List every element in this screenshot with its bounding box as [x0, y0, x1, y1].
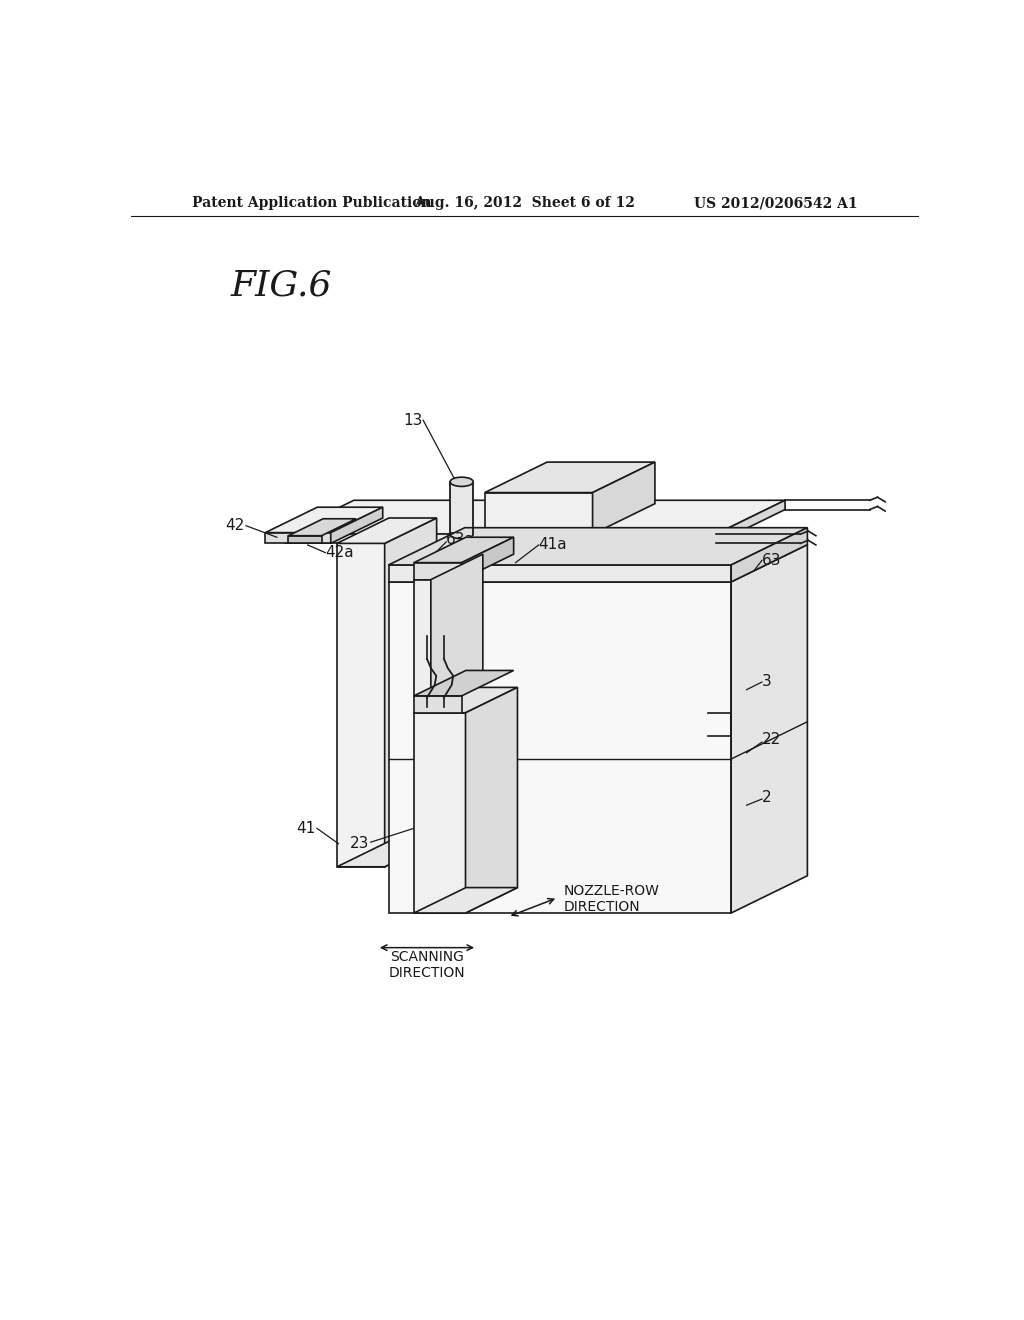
- Polygon shape: [337, 544, 385, 867]
- Polygon shape: [414, 696, 462, 713]
- Polygon shape: [414, 713, 466, 913]
- Polygon shape: [462, 537, 514, 579]
- Text: NOZZLE-ROW
DIRECTION: NOZZLE-ROW DIRECTION: [563, 884, 659, 915]
- Polygon shape: [337, 841, 436, 867]
- Polygon shape: [414, 579, 431, 696]
- Polygon shape: [385, 517, 436, 867]
- Text: 2: 2: [762, 789, 772, 805]
- Polygon shape: [731, 528, 807, 582]
- Polygon shape: [388, 545, 807, 582]
- Polygon shape: [431, 554, 483, 696]
- Text: 41: 41: [296, 821, 315, 836]
- Text: US 2012/0206542 A1: US 2012/0206542 A1: [694, 197, 857, 210]
- Text: 42: 42: [225, 519, 245, 533]
- Text: 23: 23: [350, 836, 370, 851]
- Polygon shape: [414, 537, 514, 562]
- Polygon shape: [337, 517, 436, 544]
- Polygon shape: [414, 562, 462, 579]
- Polygon shape: [484, 462, 655, 492]
- Ellipse shape: [451, 478, 473, 487]
- Polygon shape: [414, 887, 517, 913]
- Text: 13: 13: [403, 413, 423, 428]
- Text: SCANNING
DIRECTION: SCANNING DIRECTION: [389, 950, 465, 981]
- Polygon shape: [388, 582, 731, 913]
- Text: Patent Application Publication: Patent Application Publication: [193, 197, 432, 210]
- Text: 42a: 42a: [326, 545, 354, 560]
- Polygon shape: [731, 545, 807, 913]
- Text: 63a: 63a: [446, 532, 475, 546]
- Polygon shape: [285, 500, 785, 535]
- Polygon shape: [484, 492, 593, 535]
- Polygon shape: [289, 536, 322, 544]
- Text: 63: 63: [762, 553, 781, 568]
- Polygon shape: [716, 500, 785, 544]
- Polygon shape: [388, 528, 807, 565]
- Polygon shape: [265, 507, 383, 533]
- Polygon shape: [388, 565, 731, 582]
- Polygon shape: [265, 533, 331, 544]
- Text: 41a: 41a: [539, 537, 567, 553]
- Polygon shape: [451, 482, 473, 535]
- Text: 44: 44: [451, 628, 469, 643]
- Polygon shape: [289, 519, 356, 536]
- Text: 22: 22: [762, 733, 781, 747]
- Polygon shape: [466, 688, 517, 913]
- Text: 33: 33: [444, 667, 464, 682]
- Text: Aug. 16, 2012  Sheet 6 of 12: Aug. 16, 2012 Sheet 6 of 12: [415, 197, 635, 210]
- Polygon shape: [414, 671, 514, 696]
- Text: 3: 3: [762, 675, 772, 689]
- Polygon shape: [414, 688, 517, 713]
- Polygon shape: [285, 535, 716, 544]
- Text: FIG.6: FIG.6: [230, 268, 332, 302]
- Polygon shape: [331, 507, 383, 544]
- Polygon shape: [593, 462, 655, 535]
